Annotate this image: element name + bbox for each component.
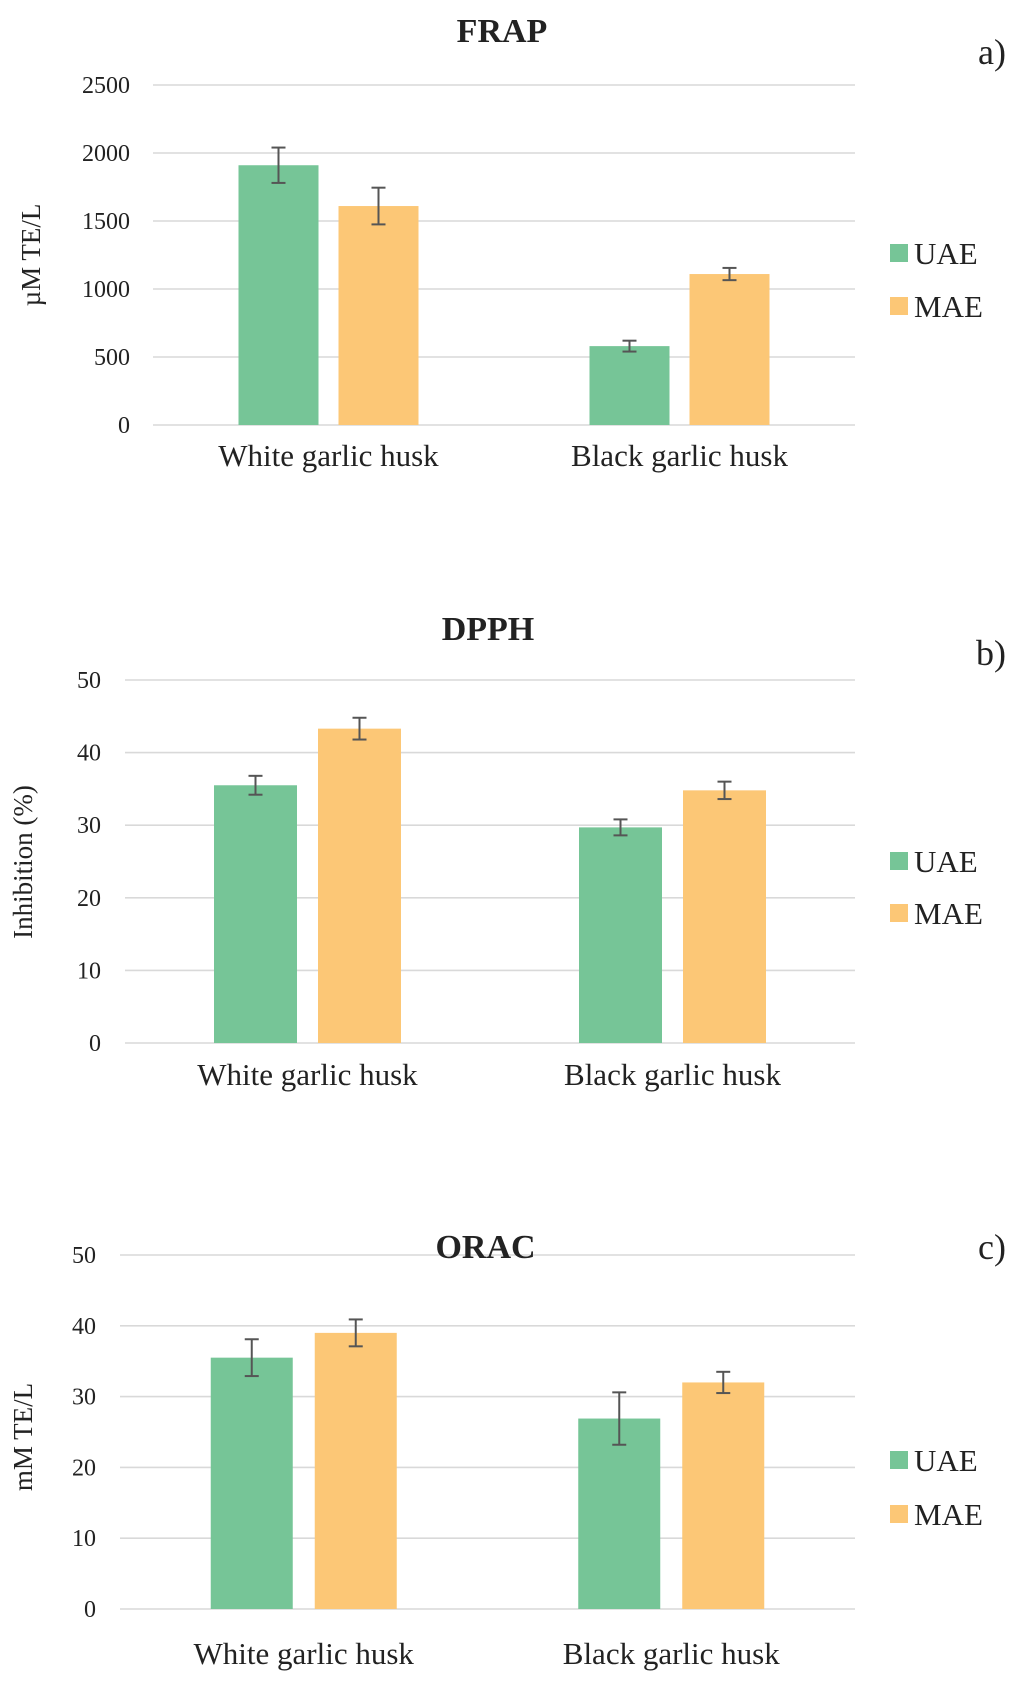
category-label: Black garlic husk <box>571 438 788 473</box>
chart-title: ORAC <box>435 1229 535 1266</box>
y-tick-label: 500 <box>94 345 130 371</box>
y-tick-label: 2000 <box>82 141 130 167</box>
panel-label: c) <box>978 1227 1006 1267</box>
panel-label: a) <box>978 32 1006 72</box>
bar-uae <box>579 827 662 1043</box>
y-axis-title: mM TE/L <box>8 1383 38 1491</box>
bar-uae <box>210 1357 293 1609</box>
y-tick-label: 1500 <box>82 209 130 235</box>
bar-uae <box>589 346 670 425</box>
legend-label: MAE <box>914 289 983 324</box>
legend-label: UAE <box>914 1443 978 1478</box>
legend-label: UAE <box>914 236 978 271</box>
y-tick-label: 30 <box>77 813 101 839</box>
chart-title: FRAP <box>457 13 548 50</box>
category-label: Black garlic husk <box>564 1057 781 1092</box>
panel-label: b) <box>976 633 1006 673</box>
legend-swatch-uae <box>890 244 908 262</box>
category-label: White garlic husk <box>218 438 439 473</box>
y-tick-label: 30 <box>72 1385 96 1411</box>
bar-mae <box>314 1332 397 1609</box>
legend-swatch-mae <box>890 1505 908 1523</box>
y-tick-label: 0 <box>89 1031 101 1057</box>
y-tick-label: 1000 <box>82 277 130 303</box>
chart-title: DPPH <box>442 611 535 648</box>
bar-mae <box>318 728 401 1043</box>
legend-swatch-mae <box>890 297 908 315</box>
y-tick-label: 20 <box>72 1455 96 1481</box>
y-tick-label: 50 <box>72 1243 96 1269</box>
chart-frap: 0 500 1000 1500 2000 2500 FRAP a) µM TE/L White g… <box>16 13 1006 473</box>
legend-swatch-uae <box>890 1451 908 1469</box>
category-label: White garlic husk <box>197 1057 418 1092</box>
y-tick-label: 50 <box>77 668 101 694</box>
y-tick-label: 10 <box>72 1526 96 1552</box>
category-label: Black garlic husk <box>563 1636 780 1671</box>
bar-mae <box>682 1382 765 1609</box>
category-label: White garlic husk <box>194 1636 415 1671</box>
legend-label: UAE <box>914 844 978 879</box>
bar-uae <box>238 165 319 426</box>
y-tick-label: 40 <box>77 741 101 767</box>
y-tick-label: 40 <box>72 1314 96 1340</box>
y-axis-title: µM TE/L <box>16 204 46 307</box>
legend-swatch-uae <box>890 852 908 870</box>
y-axis-title: Inhibition (%) <box>8 785 38 939</box>
chart-dpph: 0 10 20 30 40 50 DPPH b) Inhibition (%) White gar… <box>8 611 1006 1092</box>
y-tick-label: 2500 <box>82 73 130 99</box>
y-tick-label: 20 <box>77 886 101 912</box>
chart-orac: 0 10 20 30 40 50 ORAC c) mM TE/L White garlic hus… <box>8 1227 1006 1671</box>
bar-mae <box>683 790 766 1043</box>
legend-label: MAE <box>914 896 983 931</box>
y-tick-label: 10 <box>77 958 101 984</box>
y-tick-label: 0 <box>118 413 130 439</box>
bar-mae <box>338 206 419 425</box>
bar-uae <box>214 785 297 1043</box>
y-tick-label: 0 <box>84 1597 96 1623</box>
bar-mae <box>689 274 770 425</box>
bar-uae <box>578 1418 661 1609</box>
legend-swatch-mae <box>890 904 908 922</box>
legend-label: MAE <box>914 1497 983 1532</box>
